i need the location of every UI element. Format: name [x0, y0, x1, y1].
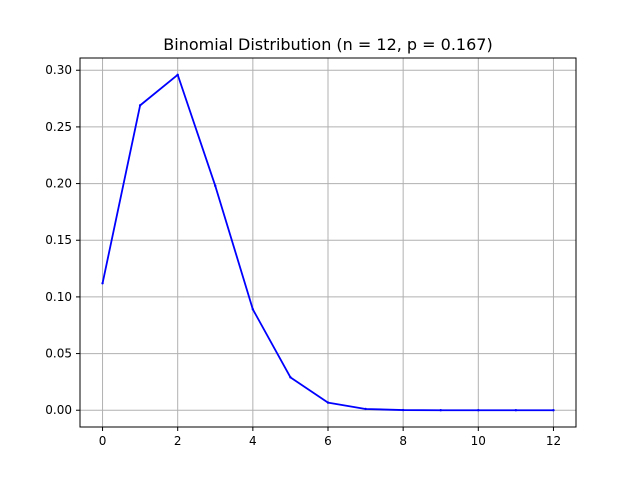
x-tick-label: 0 [99, 434, 107, 448]
axis-ticks: 0 2 4 6 8 10 12 0.00 0.05 0.10 0.15 0.20 0.25 0.30 [45, 63, 561, 448]
y-tick-label: 0.20 [45, 177, 72, 191]
data-point [477, 409, 480, 412]
grid-lines [80, 58, 576, 427]
data-point [101, 282, 104, 285]
x-tick-label: 12 [546, 434, 561, 448]
y-tick-label: 0.10 [45, 290, 72, 304]
data-point [439, 409, 442, 412]
series-line-layer [101, 73, 555, 412]
x-tick-label: 4 [249, 434, 257, 448]
y-tick-label: 0.25 [45, 120, 72, 134]
data-point [326, 401, 330, 404]
data-point [289, 376, 292, 379]
x-tick-label: 2 [174, 434, 182, 448]
data-point [138, 104, 142, 107]
data-point [251, 308, 255, 311]
data-point [364, 407, 367, 411]
data-point [214, 184, 217, 188]
data-point [176, 73, 179, 76]
data-point [401, 408, 405, 412]
data-point [552, 409, 555, 412]
x-tick-label: 10 [471, 434, 486, 448]
data-point [514, 409, 518, 412]
x-tick-label: 8 [399, 434, 407, 448]
y-tick-label: 0.15 [45, 233, 72, 247]
x-tick-label: 6 [324, 434, 332, 448]
y-tick-label: 0.00 [45, 403, 72, 417]
chart-title: Binomial Distribution (n = 12, p = 0.167… [163, 35, 492, 54]
y-tick-label: 0.30 [45, 63, 72, 77]
y-tick-label: 0.05 [45, 347, 72, 361]
